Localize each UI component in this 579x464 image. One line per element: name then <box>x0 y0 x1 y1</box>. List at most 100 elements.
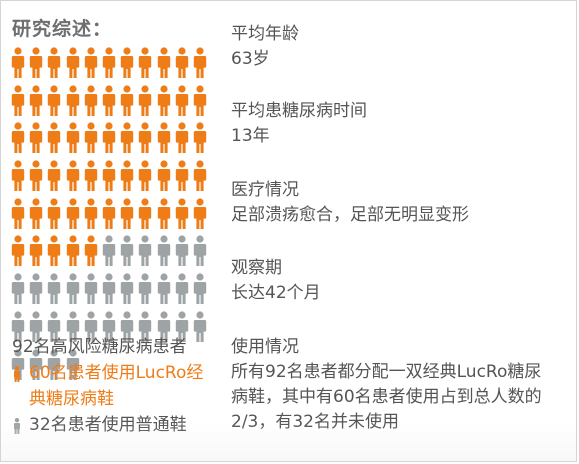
person-icon <box>120 273 138 311</box>
person-icon <box>120 85 138 123</box>
info-label: 平均年龄 <box>231 24 299 44</box>
legend-unused-text: 32名患者使用普通鞋 <box>29 415 187 435</box>
person-icon-gray <box>12 412 26 442</box>
person-icon <box>47 122 65 160</box>
person-icon <box>102 235 120 273</box>
legend-unused: 32名患者使用普通鞋 <box>12 412 215 442</box>
person-icon <box>11 85 29 123</box>
person-icon <box>66 198 84 236</box>
info-label: 使用情况 <box>231 337 299 357</box>
person-icon <box>11 311 29 349</box>
person-icon <box>84 122 102 160</box>
person-icon <box>102 273 120 311</box>
person-icon <box>157 122 175 160</box>
person-icon <box>157 273 175 311</box>
person-icon <box>138 47 156 85</box>
person-icon <box>84 47 102 85</box>
info-medical-condition: 医疗情况 足部溃疡愈合，足部无明显变形 <box>231 178 469 228</box>
person-icon <box>138 311 156 349</box>
person-icon <box>175 160 193 198</box>
person-icon <box>120 122 138 160</box>
person-icon <box>47 235 65 273</box>
person-icon <box>175 47 193 85</box>
person-icon <box>193 122 211 160</box>
info-value: 所有92名患者都分配一双经典LucRo糖尿病鞋，其中有60名患者使用占到总人数的… <box>231 362 542 432</box>
person-icon <box>84 160 102 198</box>
info-value: 长达42个月 <box>231 283 321 303</box>
person-icon <box>47 311 65 349</box>
person-icon <box>193 160 211 198</box>
person-icon <box>193 311 211 349</box>
total-patients-text: 92名高风险糖尿病患者 <box>12 337 187 357</box>
person-icon <box>11 273 29 311</box>
legend-used: 60名患者使用LucRo经典糖尿病鞋 <box>12 360 215 412</box>
person-icon <box>66 235 84 273</box>
person-icon <box>11 198 29 236</box>
legend-used-text: 60名患者使用LucRo经典糖尿病鞋 <box>29 363 204 409</box>
info-value: 63岁 <box>231 49 270 69</box>
person-icon <box>157 235 175 273</box>
person-icon <box>29 122 47 160</box>
info-usage: 使用情况 所有92名患者都分配一双经典LucRo糖尿病鞋，其中有60名患者使用占… <box>231 335 551 435</box>
info-observation-period: 观察期 长达42个月 <box>231 256 321 306</box>
person-icon <box>29 235 47 273</box>
info-label: 观察期 <box>231 258 282 278</box>
person-icon <box>84 85 102 123</box>
person-icon <box>29 85 47 123</box>
person-icon <box>120 198 138 236</box>
person-icon <box>11 160 29 198</box>
person-icon <box>47 85 65 123</box>
person-icon <box>102 85 120 123</box>
info-value: 13年 <box>231 126 270 146</box>
person-icon <box>66 47 84 85</box>
person-icon-orange <box>12 360 26 390</box>
person-icon <box>47 273 65 311</box>
person-icon <box>175 122 193 160</box>
person-icon <box>29 273 47 311</box>
person-icon <box>193 85 211 123</box>
person-icon <box>120 235 138 273</box>
person-icon <box>102 160 120 198</box>
person-icon <box>120 160 138 198</box>
person-icon <box>11 47 29 85</box>
person-icon <box>175 235 193 273</box>
info-diabetes-duration: 平均患糖尿病时间 13年 <box>231 99 367 149</box>
person-icon <box>47 198 65 236</box>
person-icon <box>66 85 84 123</box>
info-average-age: 平均年龄 63岁 <box>231 22 299 72</box>
person-icon <box>47 47 65 85</box>
person-icon <box>11 235 29 273</box>
person-icon <box>102 122 120 160</box>
patient-summary: 92名高风险糖尿病患者 60名患者使用LucRo经典糖尿病鞋 <box>12 334 215 442</box>
person-icon <box>29 348 47 387</box>
person-icon <box>157 198 175 236</box>
person-icon <box>193 198 211 236</box>
person-icon <box>175 273 193 311</box>
person-icon <box>102 311 120 349</box>
person-icon <box>47 348 65 387</box>
person-icon <box>157 160 175 198</box>
person-icon <box>193 47 211 85</box>
person-icon <box>47 160 65 198</box>
person-icon <box>175 311 193 349</box>
person-icon <box>138 85 156 123</box>
person-icon <box>157 311 175 349</box>
person-icon <box>29 311 47 349</box>
person-icon <box>29 160 47 198</box>
person-icon <box>157 47 175 85</box>
person-icon <box>84 235 102 273</box>
person-icon <box>138 122 156 160</box>
person-icon <box>138 235 156 273</box>
patient-icon-grid <box>11 47 221 386</box>
person-icon <box>102 198 120 236</box>
person-icon <box>138 273 156 311</box>
person-icon <box>66 160 84 198</box>
section-title: 研究综述： <box>12 18 113 40</box>
person-icon <box>120 311 138 349</box>
person-icon <box>175 85 193 123</box>
person-icon <box>84 311 102 349</box>
info-label: 医疗情况 <box>231 180 299 200</box>
person-icon <box>138 198 156 236</box>
person-icon <box>66 122 84 160</box>
